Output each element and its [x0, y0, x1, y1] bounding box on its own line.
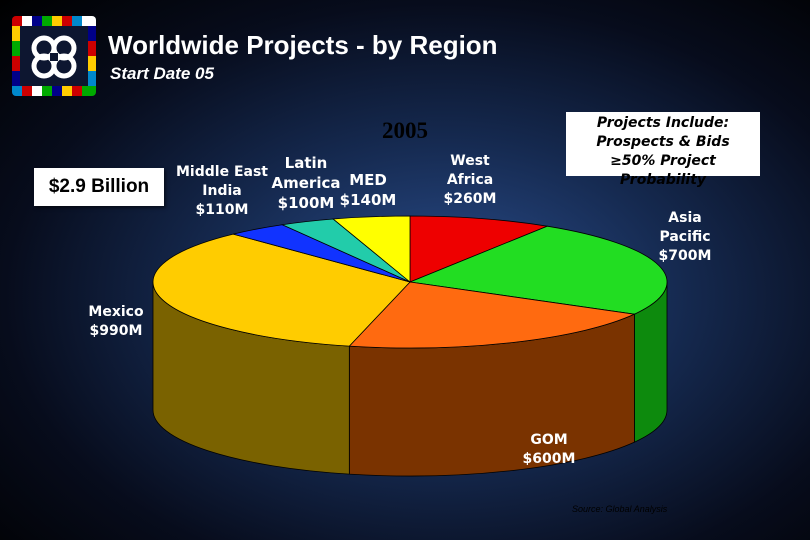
pie-side-group	[152, 281, 668, 477]
pie-label-asia-pacific: Asia Pacific $700M	[659, 210, 712, 264]
pie-slice-med	[332, 215, 411, 283]
pie-slice-mexico	[152, 233, 411, 347]
projects-note-box: Projects Include: Prospects & Bids ≥50% …	[566, 112, 760, 188]
total-value-label: $2.9 Billion	[48, 176, 150, 197]
note-line-3: ≥50% Project Probability	[610, 153, 716, 188]
total-value-box: $2.9 Billion	[34, 168, 164, 206]
source-note: Source: Global Analysis	[572, 504, 668, 514]
pie-label-west-africa: West Africa $260M	[444, 153, 497, 207]
pie-top-group	[152, 215, 668, 349]
pie-label-latin-america: Latin America $100M	[272, 154, 341, 212]
pie-label-med: MED $140M	[340, 171, 397, 209]
pie-slice-asia-pacific	[408, 225, 668, 315]
company-logo	[12, 16, 96, 96]
pie-label-gom: GOM $600M	[523, 432, 576, 467]
note-line-1: Projects Include:	[596, 115, 730, 131]
chart-title: 2005	[382, 118, 428, 143]
page-subtitle: Start Date 05	[110, 64, 214, 83]
page-title: Worldwide Projects - by Region	[108, 30, 498, 60]
pie-slice-west-africa	[409, 215, 549, 283]
pie-label-group: West Africa $260M Asia Pacific $700M GOM $600M M…	[88, 153, 711, 467]
pie-label-middle-east-india: Middle East India $110M	[176, 164, 268, 218]
pie-label-mexico: Mexico $990M	[88, 304, 144, 339]
note-line-2: Prospects & Bids	[596, 134, 730, 150]
pie-slice-gom	[348, 281, 636, 349]
